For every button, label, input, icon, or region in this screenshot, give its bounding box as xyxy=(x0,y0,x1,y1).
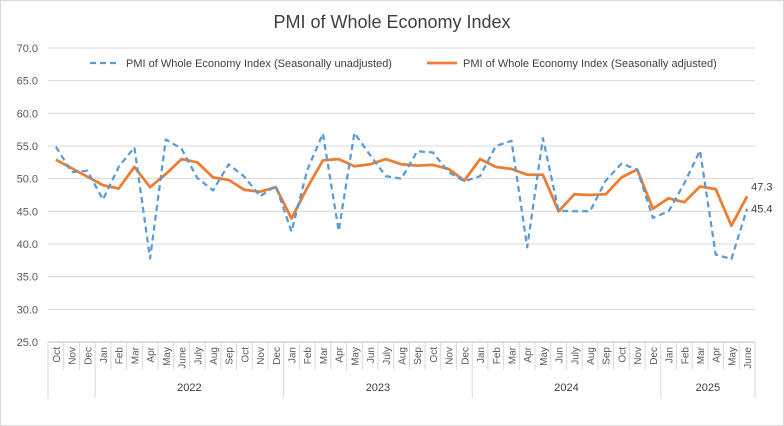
x-tick-label: Nov xyxy=(445,347,456,365)
x-tick-label: Sep xyxy=(225,347,236,365)
x-tick-label: Feb xyxy=(115,347,126,365)
y-tick-label: 35.0 xyxy=(17,272,38,284)
x-tick-label: Jun xyxy=(555,347,566,363)
x-tick-label: Nov xyxy=(633,347,644,365)
x-tick-label: Sep xyxy=(413,347,424,365)
x-tick-label: Dec xyxy=(272,347,283,365)
end-data-label: 45.4 xyxy=(751,204,772,216)
legend-label: PMI of Whole Economy Index (Seasonally a… xyxy=(463,58,717,70)
y-tick-label: 30.0 xyxy=(17,304,38,316)
x-tick-label: Dec xyxy=(83,347,94,365)
end-data-label: 47.3 xyxy=(751,181,772,193)
chart-title: PMI of Whole Economy Index xyxy=(273,12,510,32)
x-tick-label: Mar xyxy=(507,346,518,364)
x-tick-label: June xyxy=(743,347,754,369)
x-tick-label: Apr xyxy=(712,346,723,362)
year-label: 2025 xyxy=(696,382,720,394)
legend: PMI of Whole Economy Index (Seasonally u… xyxy=(90,58,717,70)
x-tick-label: Feb xyxy=(680,347,691,365)
y-tick-label: 40.0 xyxy=(17,239,38,251)
y-tick-label: 60.0 xyxy=(17,108,38,120)
x-tick-label: Nov xyxy=(256,347,267,365)
year-label: 2022 xyxy=(177,382,201,394)
unadjusted-series-line xyxy=(54,131,749,261)
series-group: 45.4 47.3 xyxy=(54,131,773,261)
y-tick-label: 55.0 xyxy=(17,141,38,153)
x-tick-label: Feb xyxy=(303,347,314,365)
x-tick-label: Nov xyxy=(68,347,79,365)
year-label: 2024 xyxy=(554,382,578,394)
x-tick-label: July xyxy=(570,347,581,365)
x-tick-label: Oct xyxy=(429,347,440,363)
x-tick-label: Dec xyxy=(649,347,660,365)
x-tick-label: Jan xyxy=(665,347,676,363)
x-tick-label: Dec xyxy=(460,347,471,365)
x-tick-label: Sep xyxy=(602,347,613,365)
x-tick-label: Jun xyxy=(366,347,377,363)
x-tick-label: May xyxy=(162,347,173,366)
legend-label: PMI of Whole Economy Index (Seasonally u… xyxy=(126,58,392,70)
x-tick-label: May xyxy=(727,347,738,366)
y-tick-label: 70.0 xyxy=(17,43,38,55)
y-axis: 25.0 30.0 35.0 40.0 45.0 50.0 55.0 60.0 65.0 70.0 xyxy=(17,43,38,349)
x-tick-label: Mar xyxy=(696,346,707,364)
y-tick-label: 50.0 xyxy=(17,174,38,186)
x-tick-label: July xyxy=(193,347,204,365)
y-tick-label: 25.0 xyxy=(17,337,38,349)
x-tick-label: May xyxy=(350,347,361,366)
x-tick-label: Apr xyxy=(523,346,534,362)
x-tick-label: Oct xyxy=(52,347,63,363)
x-tick-label: May xyxy=(539,347,550,366)
x-tick-label: July xyxy=(382,347,393,365)
x-tick-label: Aug xyxy=(586,347,597,365)
x-tick-label: Aug xyxy=(209,347,220,365)
x-tick-label: Jan xyxy=(99,347,110,363)
adjusted-series-line xyxy=(55,157,749,228)
year-label: 2023 xyxy=(366,382,390,394)
x-tick-label: Oct xyxy=(617,347,628,363)
x-tick-label: Jan xyxy=(288,347,299,363)
x-tick-label: Jan xyxy=(476,347,487,363)
x-tick-label: June xyxy=(178,347,189,369)
x-tick-label: Mar xyxy=(130,346,141,364)
x-tick-label: Feb xyxy=(492,347,503,365)
x-tick-label: Apr xyxy=(146,346,157,362)
x-tick-label: Aug xyxy=(398,347,409,365)
y-tick-label: 45.0 xyxy=(17,206,38,218)
x-axis: Oct Nov Dec Jan Feb Mar Apr May June July Aug Sep Oc… xyxy=(47,342,756,398)
x-tick-label: Apr xyxy=(335,346,346,362)
gridlines xyxy=(48,47,755,343)
x-tick-label: Mar xyxy=(319,346,330,364)
x-tick-label: Oct xyxy=(240,347,251,363)
y-tick-label: 65.0 xyxy=(17,76,38,88)
